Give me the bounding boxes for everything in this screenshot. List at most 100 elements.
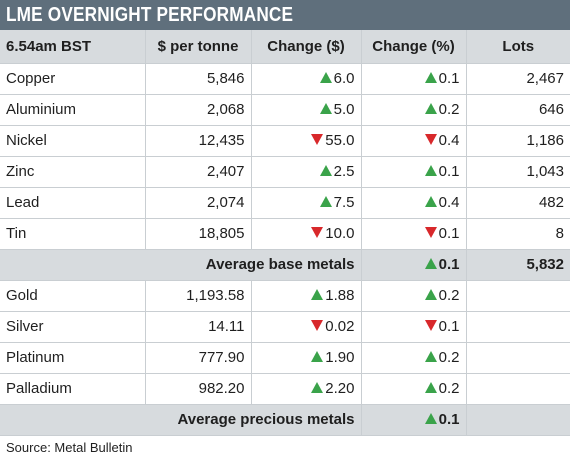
- change-usd-cell-value: 5.0: [333, 101, 355, 118]
- up-arrow-icon: [424, 413, 437, 424]
- price-cell: 14.11: [145, 311, 252, 343]
- average-row: Average base metals 0.1 5,832: [0, 249, 570, 281]
- table-body: Copper 5,846 6.0 0.1 2,467 Aluminium 2,068 5.0 0…: [0, 63, 570, 436]
- change-usd-cell: 1.90: [251, 342, 362, 374]
- change-pct-cell: 0.1: [361, 218, 467, 250]
- change-pct-cell-value: 0.1: [438, 163, 460, 180]
- lots-cell: 8: [466, 218, 570, 250]
- change-pct-cell: 0.1: [361, 311, 467, 343]
- lots-cell: [466, 280, 570, 312]
- metal-name: Aluminium: [0, 94, 146, 126]
- lots-cell: [466, 342, 570, 374]
- change-pct-cell-value: 0.4: [438, 132, 460, 149]
- change-pct-cell-value: 0.1: [438, 225, 460, 242]
- metal-name: Palladium: [0, 373, 146, 405]
- header-change-pct: Change (%): [361, 30, 467, 64]
- average-row: Average precious metals 0.1: [0, 404, 570, 436]
- table-header-row: 6.54am BST $ per tonne Change ($) Change…: [0, 30, 570, 64]
- price-cell: 1,193.58: [145, 280, 252, 312]
- up-arrow-icon: [424, 289, 437, 300]
- price-cell: 2,068: [145, 94, 252, 126]
- change-pct-cell: 0.4: [361, 187, 467, 219]
- up-arrow-icon: [319, 165, 332, 176]
- header-change-usd: Change ($): [251, 30, 362, 64]
- price-cell: 5,846: [145, 63, 252, 95]
- change-pct-cell-value: 0.4: [438, 194, 460, 211]
- change-pct-cell-value: 0.1: [438, 70, 460, 87]
- metal-name: Copper: [0, 63, 146, 95]
- price-cell: 2,407: [145, 156, 252, 188]
- up-arrow-icon: [424, 165, 437, 176]
- up-arrow-icon: [424, 258, 437, 269]
- metal-name: Lead: [0, 187, 146, 219]
- table-row: Copper 5,846 6.0 0.1 2,467: [0, 63, 570, 95]
- price-cell: 982.20: [145, 373, 252, 405]
- change-usd-cell-value: 10.0: [325, 225, 355, 242]
- change-pct-cell-value: 0.2: [438, 380, 460, 397]
- up-arrow-icon: [311, 382, 324, 393]
- down-arrow-icon: [424, 134, 437, 145]
- title-bar: LME OVERNIGHT PERFORMANCE: [0, 0, 570, 30]
- price-cell: 777.90: [145, 342, 252, 374]
- header-price: $ per tonne: [145, 30, 252, 64]
- change-usd-cell: 1.88: [251, 280, 362, 312]
- change-usd-cell: 55.0: [251, 125, 362, 157]
- up-arrow-icon: [424, 351, 437, 362]
- table-row: Silver 14.11 0.02 0.1: [0, 311, 570, 343]
- lots-cell: 1,043: [466, 156, 570, 188]
- metal-name: Zinc: [0, 156, 146, 188]
- source-note: Source: Metal Bulletin: [6, 440, 133, 455]
- table-row: Tin 18,805 10.0 0.1 8: [0, 218, 570, 250]
- price-cell: 12,435: [145, 125, 252, 157]
- average-pct-cell: 0.1: [361, 404, 467, 436]
- change-pct-cell: 0.1: [361, 63, 467, 95]
- change-usd-cell-value: 55.0: [325, 132, 355, 149]
- up-arrow-icon: [424, 72, 437, 83]
- change-usd-cell-value: 0.02: [325, 318, 355, 335]
- lots-cell: 646: [466, 94, 570, 126]
- up-arrow-icon: [424, 103, 437, 114]
- table-row: Zinc 2,407 2.5 0.1 1,043: [0, 156, 570, 188]
- metal-name: Silver: [0, 311, 146, 343]
- average-pct-cell-value: 0.1: [438, 411, 460, 428]
- prices-table: 6.54am BST $ per tonne Change ($) Change…: [0, 30, 570, 436]
- down-arrow-icon: [311, 320, 324, 331]
- metal-name: Gold: [0, 280, 146, 312]
- up-arrow-icon: [311, 289, 324, 300]
- lots-cell: [466, 373, 570, 405]
- lots-cell: 2,467: [466, 63, 570, 95]
- up-arrow-icon: [319, 103, 332, 114]
- average-lots-cell: 5,832: [466, 249, 570, 281]
- up-arrow-icon: [319, 72, 332, 83]
- header-lots: Lots: [466, 30, 570, 64]
- panel-title: LME OVERNIGHT PERFORMANCE: [6, 4, 294, 26]
- table-row: Platinum 777.90 1.90 0.2: [0, 342, 570, 374]
- average-label: Average precious metals: [0, 404, 362, 436]
- change-usd-cell-value: 6.0: [333, 70, 355, 87]
- lots-cell: 482: [466, 187, 570, 219]
- change-pct-cell: 0.2: [361, 373, 467, 405]
- table-row: Aluminium 2,068 5.0 0.2 646: [0, 94, 570, 126]
- change-pct-cell: 0.2: [361, 342, 467, 374]
- up-arrow-icon: [319, 196, 332, 207]
- change-pct-cell: 0.2: [361, 94, 467, 126]
- table-row: Lead 2,074 7.5 0.4 482: [0, 187, 570, 219]
- metal-name: Tin: [0, 218, 146, 250]
- change-usd-cell-value: 1.88: [325, 287, 355, 304]
- metal-name: Platinum: [0, 342, 146, 374]
- change-usd-cell: 10.0: [251, 218, 362, 250]
- change-usd-cell: 7.5: [251, 187, 362, 219]
- up-arrow-icon: [424, 382, 437, 393]
- change-pct-cell: 0.1: [361, 156, 467, 188]
- table-row: Gold 1,193.58 1.88 0.2: [0, 280, 570, 312]
- up-arrow-icon: [311, 351, 324, 362]
- change-usd-cell-value: 7.5: [333, 194, 355, 211]
- change-usd-cell: 6.0: [251, 63, 362, 95]
- average-pct-cell-value: 0.1: [438, 256, 460, 273]
- change-usd-cell: 5.0: [251, 94, 362, 126]
- average-lots-cell: [466, 404, 570, 436]
- price-cell: 2,074: [145, 187, 252, 219]
- lots-cell: [466, 311, 570, 343]
- price-cell: 18,805: [145, 218, 252, 250]
